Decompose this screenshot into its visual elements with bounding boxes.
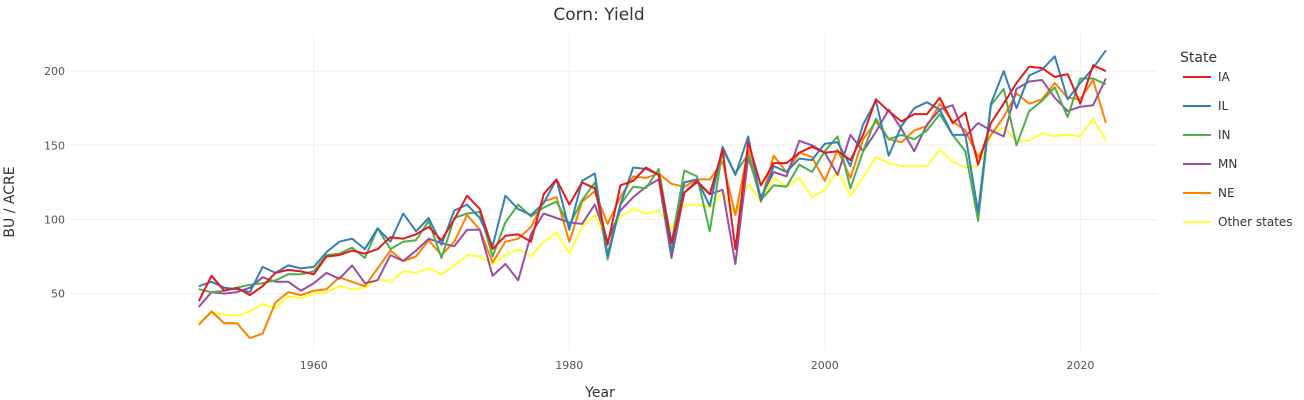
legend-label: Other states [1218, 215, 1293, 229]
x-axis-ticks: 1960 1980 2000 2020 [300, 359, 1095, 372]
x-axis-title: Year [584, 385, 615, 400]
x-tick-label: 1980 [555, 359, 583, 372]
y-axis-ticks: 50 100 150 200 [44, 65, 65, 301]
x-tick-label: 2000 [811, 359, 839, 372]
legend-item-other-states[interactable]: Other states [1183, 215, 1293, 229]
x-tick-label: 2020 [1066, 359, 1094, 372]
series-line-ne [198, 79, 1107, 340]
legend-label: MN [1218, 157, 1237, 171]
legend-item-ne[interactable]: NE [1183, 186, 1235, 200]
legend-item-il[interactable]: IL [1183, 99, 1229, 113]
y-tick-label: 100 [44, 213, 65, 226]
x-tick-label: 1960 [300, 359, 328, 372]
legend-title: State [1180, 50, 1217, 66]
series-line-ia [197, 64, 1107, 302]
chart-title: Corn: Yield [553, 5, 644, 25]
legend-item-ia[interactable]: IA [1183, 70, 1231, 84]
legend-label: NE [1218, 186, 1235, 200]
y-tick-label: 200 [44, 65, 65, 78]
legend-label: IN [1218, 128, 1231, 142]
legend-item-mn[interactable]: MN [1183, 157, 1237, 171]
series-line-other-states [198, 117, 1107, 325]
legend-item-in[interactable]: IN [1183, 128, 1231, 142]
legend[interactable]: State IA IL IN MN NE Other states [1180, 50, 1293, 229]
series-lines [197, 49, 1107, 340]
series-line-in [198, 77, 1107, 294]
y-tick-label: 50 [51, 288, 65, 301]
y-tick-label: 150 [44, 139, 65, 152]
legend-label: IA [1218, 70, 1231, 84]
series-line-mn [198, 78, 1107, 308]
gridlines [71, 34, 1157, 350]
legend-label: IL [1218, 99, 1229, 113]
y-axis-title: BU / ACRE [2, 166, 18, 237]
